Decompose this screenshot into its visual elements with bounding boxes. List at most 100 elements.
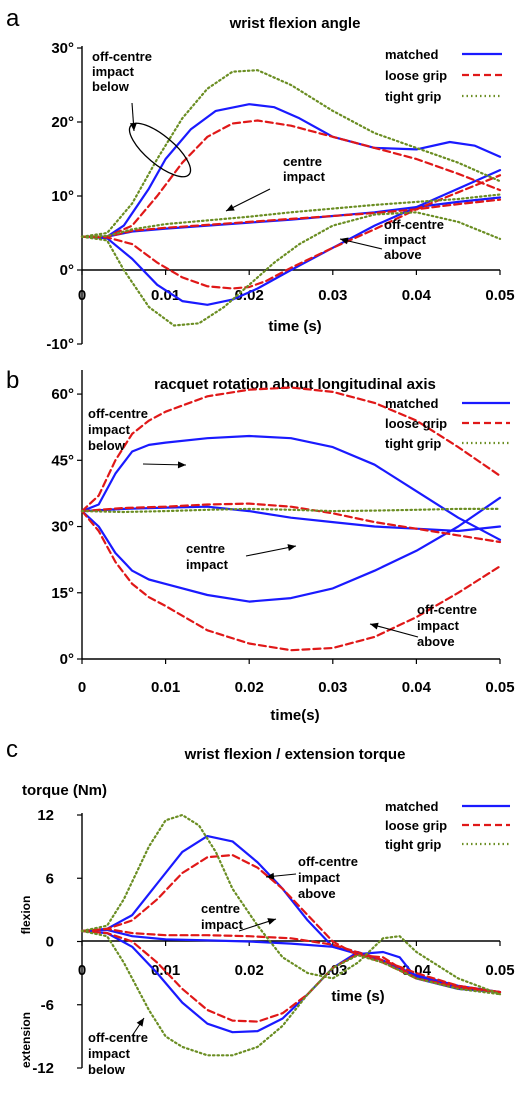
y-tick-label: 0° xyxy=(60,651,74,668)
y-tick-label: 45° xyxy=(51,452,74,469)
annotation-line: impact xyxy=(88,1046,131,1061)
annotation-arrowhead xyxy=(287,544,296,552)
annotation-arrowhead xyxy=(226,204,235,211)
y-tick-label: 60° xyxy=(51,386,74,403)
legend-label: loose grip xyxy=(385,818,447,833)
legend-label: tight grip xyxy=(385,837,441,852)
x-tick-label: 0.04 xyxy=(402,287,432,304)
x-tick-label: 0.01 xyxy=(151,287,180,304)
annotation-line: impact xyxy=(283,169,326,184)
legend-label: loose grip xyxy=(385,68,447,83)
annotation-line: impact xyxy=(298,870,341,885)
annotation: centre impact xyxy=(283,154,326,184)
annotation-arrow xyxy=(369,623,419,638)
annotation-line: off-centre xyxy=(88,406,148,421)
series-line xyxy=(80,174,502,290)
annotation-arrow xyxy=(225,188,271,212)
legend-label: matched xyxy=(385,47,439,62)
series-line xyxy=(80,169,502,306)
annotation-line: impact xyxy=(201,917,244,932)
series-line xyxy=(80,103,502,238)
panel-letter: c xyxy=(6,736,18,763)
annotation-line: below xyxy=(88,438,126,453)
series-line xyxy=(80,813,502,996)
x-tick-label: 0.02 xyxy=(235,679,264,696)
annotation-line: off-centre xyxy=(92,49,152,64)
annotation-line: off-centre xyxy=(417,602,477,617)
annotation-arrowhead xyxy=(267,918,276,925)
series-line xyxy=(80,69,502,238)
annotation-line: impact xyxy=(384,232,427,247)
annotation-line: above xyxy=(298,886,336,901)
annotation-line: impact xyxy=(186,557,229,572)
y-tick-label: 0 xyxy=(46,934,54,951)
annotation-arrowhead xyxy=(136,1018,144,1027)
y-tick-label: -6 xyxy=(41,997,54,1014)
annotation-line: below xyxy=(92,79,130,94)
y-side-label: flexion xyxy=(19,896,33,935)
annotation: off-centre impact above xyxy=(298,854,358,901)
annotation-line: centre xyxy=(283,154,322,169)
annotation-line: above xyxy=(417,634,455,649)
x-tick-label: 0.02 xyxy=(235,287,264,304)
x-tick-label: 0 xyxy=(78,962,86,979)
series-line xyxy=(80,929,502,1023)
series-line xyxy=(80,434,502,541)
annotation-line: below xyxy=(88,1062,126,1077)
x-axis-label: time (s) xyxy=(268,318,321,335)
x-tick-label: 0.05 xyxy=(485,962,514,979)
series-line xyxy=(80,502,502,544)
annotation: off-centre impact below xyxy=(88,406,148,453)
annotation-line: impact xyxy=(92,64,135,79)
series-line xyxy=(80,386,502,513)
panel-letter: b xyxy=(6,367,19,394)
chart-title: racquet rotation about longitudinal axis xyxy=(154,376,436,393)
y-tick-label: 15° xyxy=(51,585,74,602)
series-line xyxy=(80,929,502,1057)
x-tick-label: 0 xyxy=(78,287,86,304)
annotation-line: above xyxy=(384,247,422,262)
x-axis-label: time (s) xyxy=(331,988,384,1005)
series-line xyxy=(80,927,502,994)
series-line xyxy=(80,211,502,327)
y-axis-label: torque (Nm) xyxy=(22,782,107,799)
legend-label: tight grip xyxy=(385,436,441,451)
annotation: off-centre impact below xyxy=(92,49,152,94)
annotation-arrowhead xyxy=(370,622,379,630)
annotation-arrow xyxy=(245,545,297,557)
annotation-line: centre xyxy=(201,901,240,916)
x-tick-label: 0.01 xyxy=(151,679,180,696)
annotation: centre impact xyxy=(186,541,229,572)
chart-panel-a: a wrist flexion angle -10° 0° 10° 20° 30° 0 0.01… xyxy=(6,5,515,353)
annotation-line: off-centre xyxy=(88,1030,148,1045)
annotation-line: centre xyxy=(186,541,225,556)
x-tick-label: 0.02 xyxy=(235,962,264,979)
chart-panel-b: b racquet rotation about longitudinal axi… xyxy=(6,367,515,724)
annotation: off-centre impact below xyxy=(88,1030,148,1077)
x-tick-label: 0.05 xyxy=(485,287,514,304)
annotation-arrowhead xyxy=(340,237,349,245)
series-line xyxy=(80,193,502,238)
y-tick-label: 30° xyxy=(51,40,74,57)
series-line xyxy=(80,119,502,238)
y-tick-label: 12 xyxy=(37,807,54,824)
y-tick-label: 0° xyxy=(60,262,74,279)
y-side-label: extension xyxy=(19,1012,33,1068)
x-tick-label: 0.03 xyxy=(318,287,347,304)
y-tick-label: 10° xyxy=(51,188,74,205)
panel-letter: a xyxy=(6,5,20,32)
legend-label: tight grip xyxy=(385,89,441,104)
annotation: off-centre impact above xyxy=(384,217,444,262)
series-line xyxy=(80,835,502,994)
y-tick-label: 6 xyxy=(46,870,54,887)
x-tick-label: 0.04 xyxy=(402,679,432,696)
x-axis-label: time(s) xyxy=(270,707,319,724)
legend-label: matched xyxy=(385,396,439,411)
x-tick-label: 0 xyxy=(78,679,86,696)
series-line xyxy=(80,510,502,652)
chart-title: wrist flexion / extension torque xyxy=(184,746,406,763)
annotation-line: impact xyxy=(88,422,131,437)
series-line xyxy=(80,854,502,994)
annotation-arrowhead xyxy=(266,872,275,880)
